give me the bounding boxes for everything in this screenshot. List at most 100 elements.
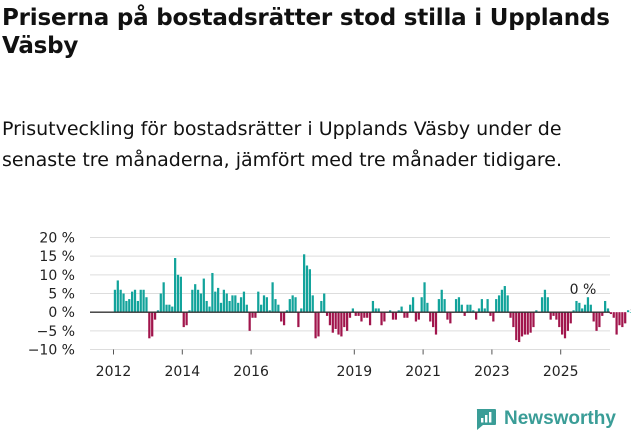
bar (228, 300, 231, 313)
bar (368, 312, 372, 326)
bar (245, 304, 248, 313)
bar (497, 295, 501, 313)
y-tick-label: 0 % (48, 305, 75, 321)
bar (512, 312, 515, 328)
bar (182, 312, 185, 328)
y-tick-label: 15 % (39, 249, 75, 265)
bar (251, 312, 254, 318)
bar (409, 304, 412, 313)
bar (383, 312, 386, 322)
bar (535, 310, 538, 313)
bar (420, 297, 423, 313)
bar (523, 312, 526, 335)
bar (540, 297, 544, 313)
bar (119, 289, 122, 313)
bar (194, 284, 197, 313)
bar (400, 306, 403, 313)
bar (348, 312, 352, 318)
bar (586, 297, 590, 313)
y-tick-label: −10 % (28, 343, 75, 359)
newsworthy-logo-text: Newsworthy (504, 408, 616, 429)
bar (214, 291, 217, 313)
bar (509, 312, 512, 318)
bar (219, 302, 223, 313)
bar (354, 312, 357, 316)
bar (113, 289, 117, 313)
bar (199, 293, 203, 313)
bar (323, 293, 326, 313)
bar (320, 300, 323, 313)
bar (492, 312, 495, 322)
bar (237, 302, 240, 313)
bar (546, 297, 549, 313)
bar (598, 312, 601, 328)
bar (343, 312, 346, 328)
bar (581, 308, 584, 313)
bar (202, 278, 205, 313)
bar (185, 312, 188, 326)
bar (159, 293, 162, 313)
bar (489, 312, 492, 316)
bar (254, 312, 257, 318)
bar (257, 291, 260, 313)
bar (239, 297, 243, 313)
bar (331, 312, 334, 333)
bar (483, 308, 486, 313)
bar (231, 295, 234, 313)
bar (423, 282, 426, 313)
bar (156, 310, 160, 313)
bar (191, 289, 194, 313)
bar (145, 297, 148, 313)
bar (414, 312, 418, 322)
bar (248, 312, 251, 331)
bar (142, 289, 145, 313)
bar (268, 310, 271, 313)
bar (446, 312, 449, 320)
bar (566, 312, 569, 331)
bar (305, 265, 309, 313)
bar (449, 312, 452, 324)
bar (297, 312, 300, 328)
bar (225, 293, 228, 313)
bar (311, 295, 314, 313)
bar (377, 308, 380, 313)
bar (116, 280, 119, 313)
bar (136, 300, 139, 313)
bar (480, 299, 483, 313)
x-tick-label: 2023 (474, 364, 510, 380)
y-tick-label: 10 % (39, 268, 75, 284)
bar (260, 304, 263, 313)
bar (176, 274, 180, 313)
bar (122, 293, 125, 313)
bar (460, 304, 463, 313)
bar (500, 289, 504, 313)
bar (592, 312, 595, 322)
bar (360, 312, 363, 322)
bar (575, 300, 578, 313)
bar (222, 289, 225, 313)
bar (389, 310, 392, 313)
bar (168, 304, 171, 313)
x-tick-label: 2019 (336, 364, 372, 380)
bar (518, 312, 521, 343)
bar (211, 272, 214, 313)
bar (282, 312, 286, 326)
bar (308, 269, 311, 313)
bar (486, 299, 489, 313)
bar (391, 312, 395, 320)
bar (495, 299, 498, 313)
bar (294, 297, 297, 313)
bar (314, 312, 317, 339)
bar (426, 302, 429, 313)
bar (328, 312, 332, 326)
bar (171, 306, 174, 313)
bar (583, 304, 587, 313)
bar (629, 312, 631, 313)
bar (153, 312, 157, 320)
bar (242, 291, 246, 313)
bar (265, 297, 268, 313)
bar (234, 295, 237, 313)
bar (432, 312, 435, 328)
bar (165, 304, 168, 313)
